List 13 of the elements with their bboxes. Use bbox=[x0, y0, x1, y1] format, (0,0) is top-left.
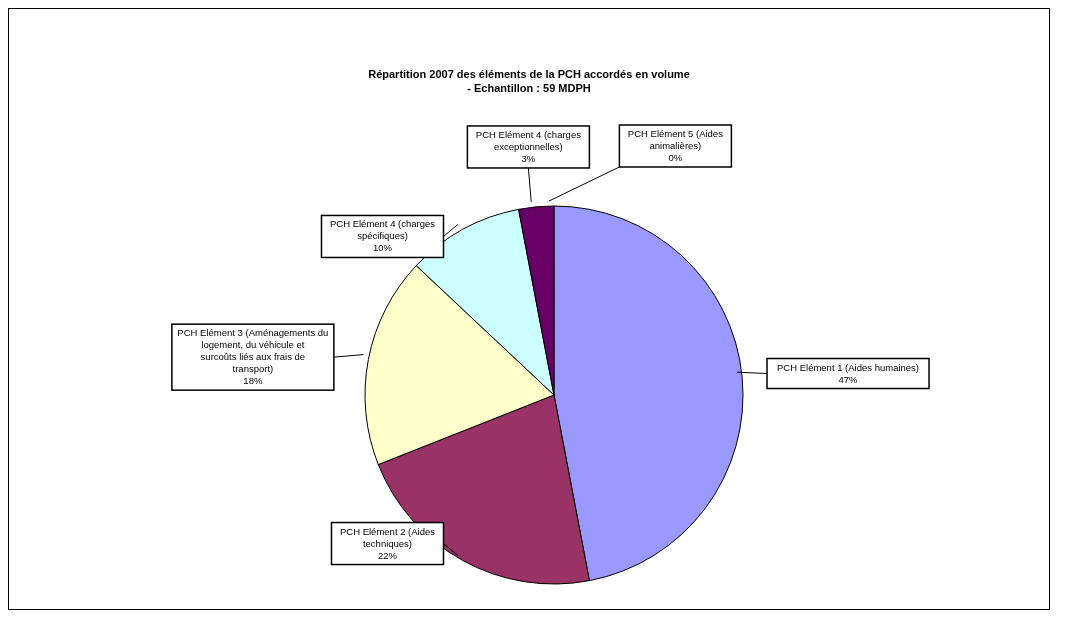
data-label: 18% bbox=[243, 375, 263, 387]
slice-label: PCH Elément 1 (Aides humaines) bbox=[777, 361, 920, 373]
slice-label: PCH Elément 4 (charges exceptionnelles) bbox=[475, 128, 582, 152]
slice-label: PCH Elément 3 (Aménagements du logement, du véhicule et surcoûts liés aux frais de transport) bbox=[177, 327, 329, 375]
data-label: 22% bbox=[377, 549, 398, 561]
category-label: PCH Elément 5 (Aides animalières) bbox=[627, 128, 723, 151]
data-label: 10% bbox=[372, 242, 393, 254]
text: 0% bbox=[668, 152, 683, 163]
chart-title: Répartition 2007 des éléments de la PCH accordés en volume - Echantillon : 59 MDPH bbox=[367, 67, 691, 95]
slice-label: PCH Elément 2 (Aides techniques) bbox=[339, 525, 436, 549]
data-label: 3% bbox=[521, 152, 536, 164]
legend-label: PCH Elément 4 (charges spécifiques) bbox=[329, 218, 436, 242]
data-label: 47% bbox=[838, 373, 859, 385]
